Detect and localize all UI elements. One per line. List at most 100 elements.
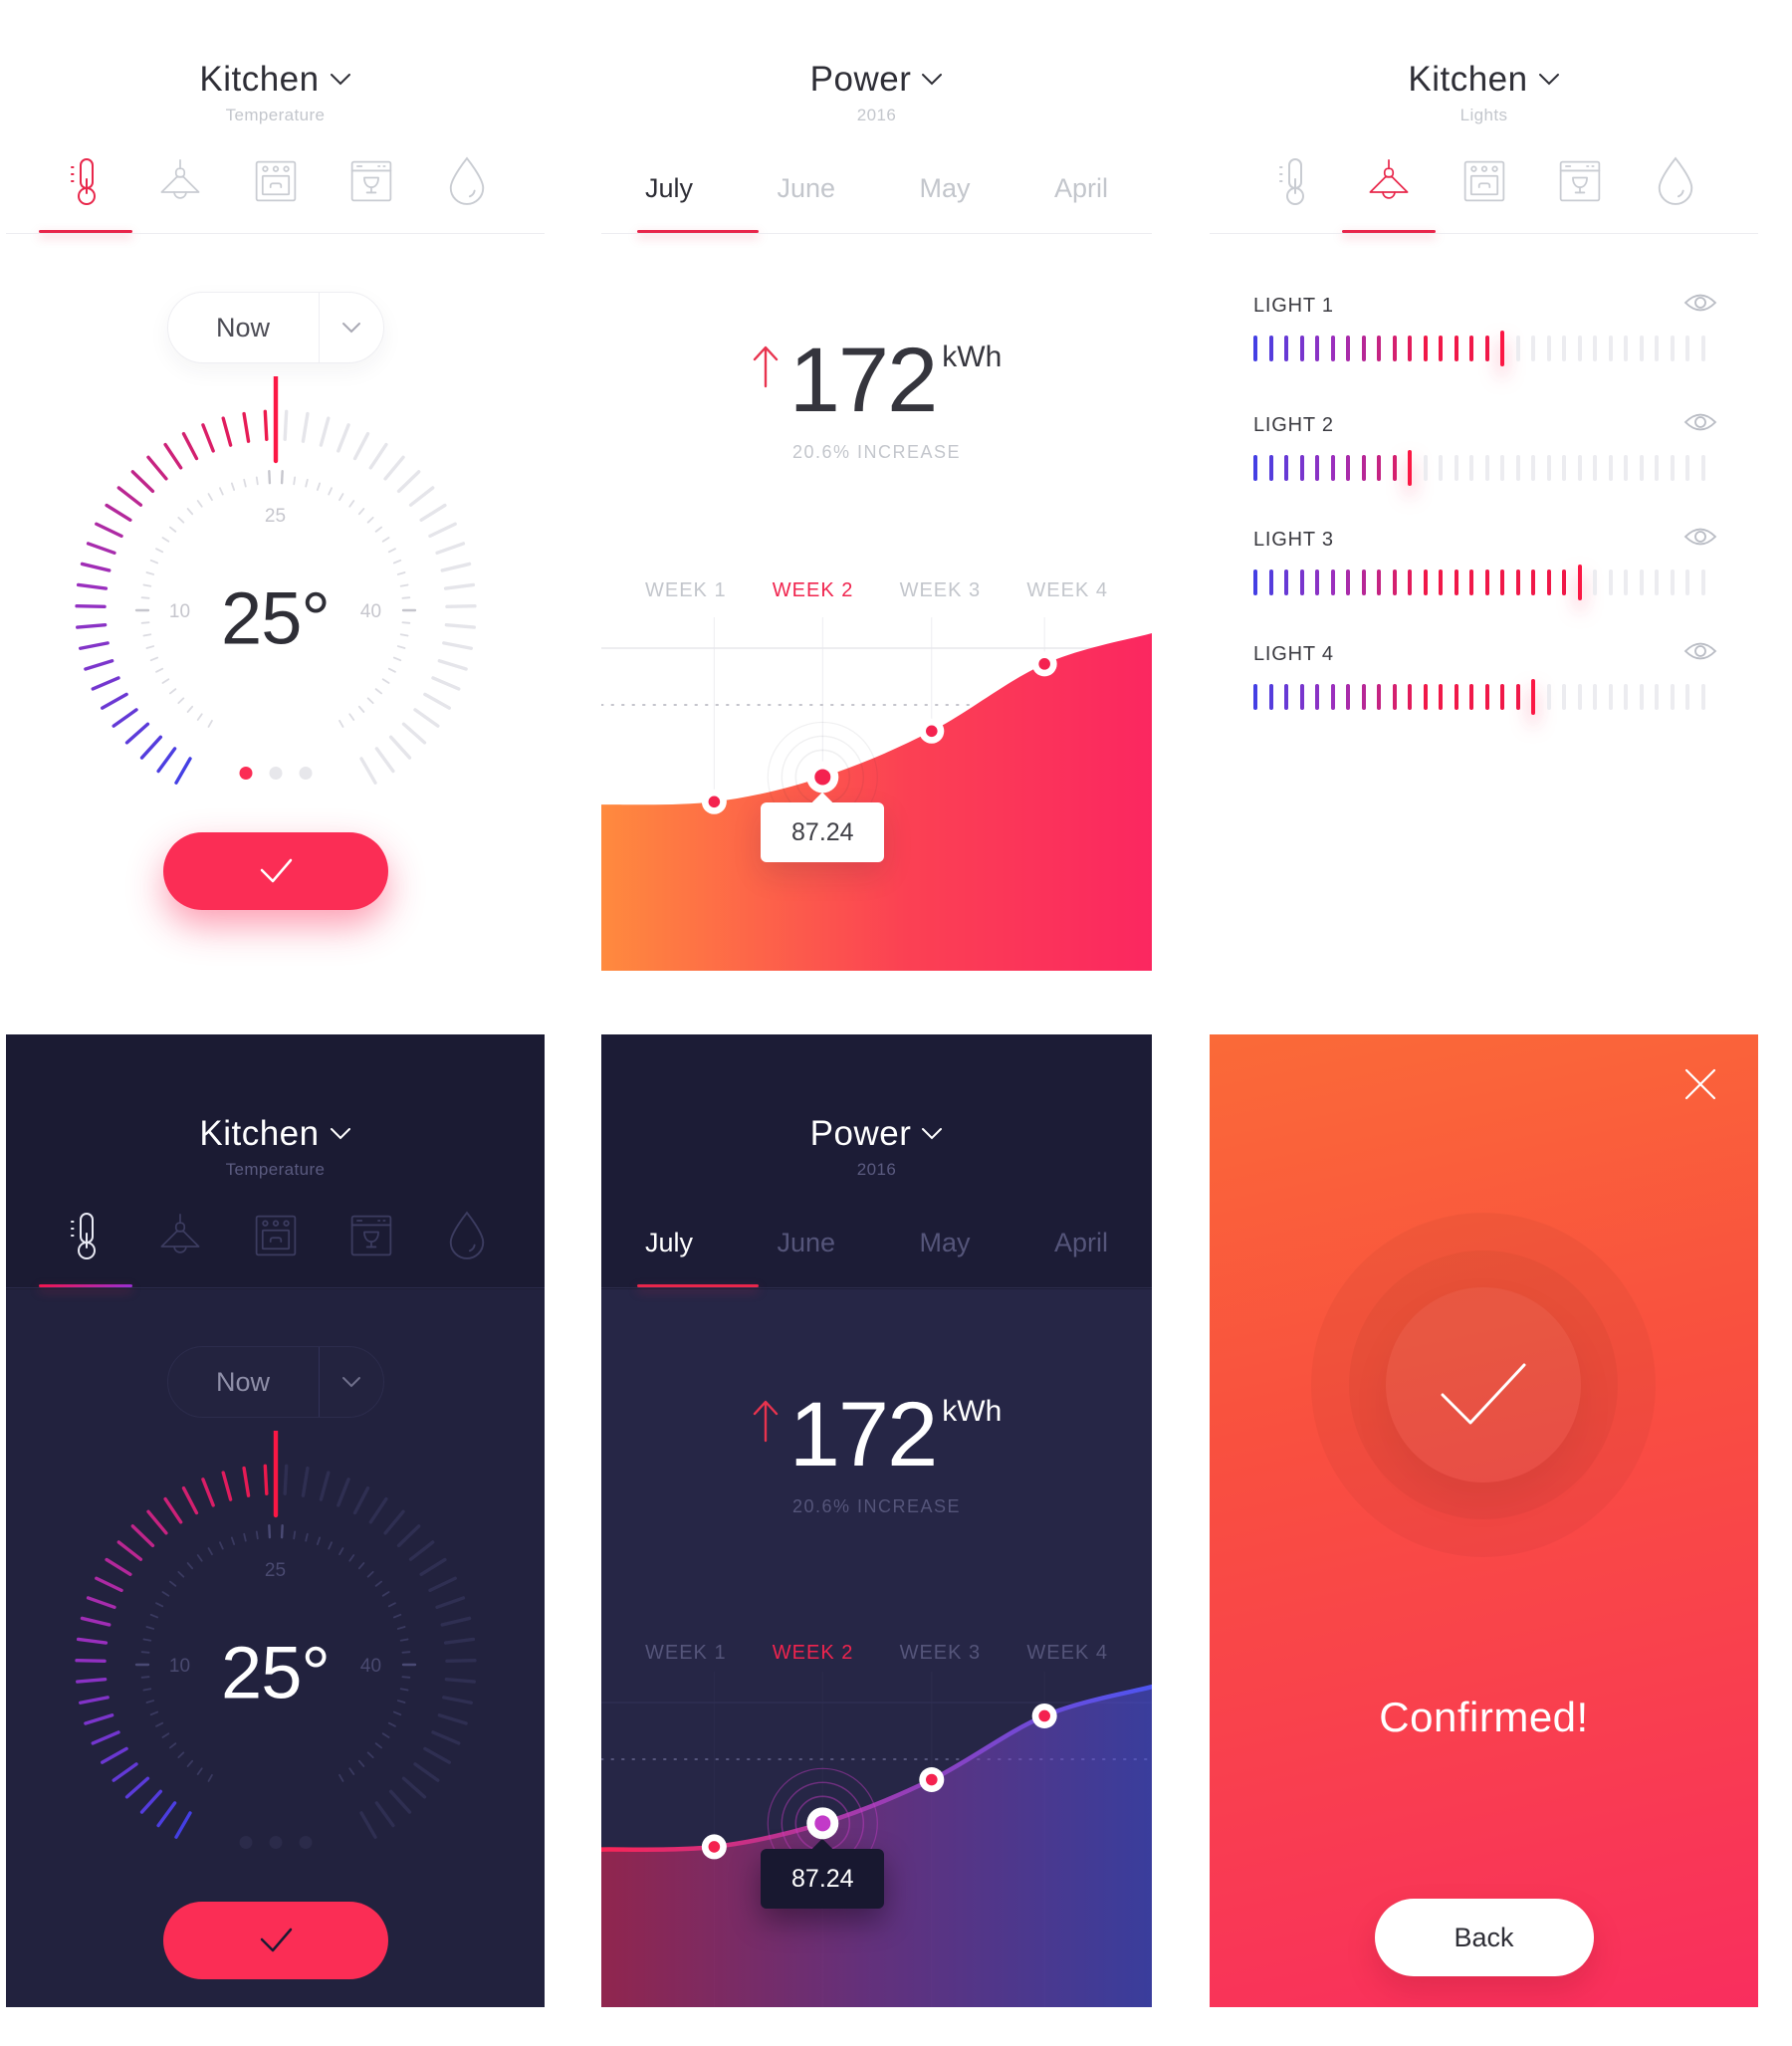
power-area-chart[interactable]: [601, 617, 1152, 971]
brightness-slider[interactable]: [1253, 677, 1705, 717]
drop-icon[interactable]: [1654, 155, 1697, 207]
active-tab-underline: [1342, 230, 1436, 233]
back-button[interactable]: Back: [1374, 1899, 1594, 1976]
power-area-chart[interactable]: [601, 1672, 1152, 2007]
lamp-icon[interactable]: [158, 155, 202, 207]
oven-icon[interactable]: [254, 1210, 298, 1261]
chart-point-week-4[interactable]: [1031, 651, 1057, 677]
eye-icon[interactable]: [1682, 639, 1718, 668]
eye-icon[interactable]: [1682, 410, 1718, 439]
time-selector[interactable]: Now: [166, 1346, 384, 1418]
tab-month-may[interactable]: May: [919, 173, 971, 203]
slider-tick: [1593, 684, 1597, 710]
dishwasher-icon[interactable]: [349, 1210, 393, 1261]
screen-confirmed: Confirmed! Back: [1210, 1034, 1758, 2007]
confirm-button[interactable]: [162, 1902, 388, 1979]
slider-tick: [1299, 455, 1304, 481]
slider-tick: [1268, 336, 1273, 361]
slider-tick: [1408, 684, 1412, 710]
brightness-slider[interactable]: [1253, 329, 1705, 368]
eye-icon[interactable]: [1682, 525, 1718, 554]
page-dot-1[interactable]: [239, 767, 252, 780]
page-dot-2[interactable]: [269, 767, 282, 780]
chart-point-week-4[interactable]: [1031, 1703, 1057, 1728]
chart-point-week-1[interactable]: [701, 1834, 727, 1860]
chevron-down-icon: [922, 1128, 943, 1140]
page-dot-1[interactable]: [239, 1836, 252, 1849]
arrow-up-icon: [753, 345, 778, 388]
slider-tick: [1500, 569, 1504, 595]
tab-week-1[interactable]: WEEK 1: [645, 1642, 727, 1664]
slider-tick: [1346, 336, 1350, 361]
slider-tick: [1284, 569, 1288, 595]
tab-month-april[interactable]: April: [1053, 1228, 1108, 1257]
page-dots[interactable]: [239, 767, 312, 780]
slider-tick: [1531, 455, 1535, 481]
slider-tick: [1268, 455, 1273, 481]
slider-tick: [1346, 569, 1350, 595]
tab-week-4[interactable]: WEEK 4: [1026, 1642, 1108, 1664]
page-dot-3[interactable]: [299, 1836, 312, 1849]
light-label: LIGHT 3: [1253, 529, 1334, 551]
page-subtitle: 2016: [856, 1160, 897, 1179]
lamp-icon[interactable]: [1367, 155, 1411, 207]
tab-week-3[interactable]: WEEK 3: [899, 579, 982, 601]
drop-icon[interactable]: [445, 1210, 489, 1261]
oven-icon[interactable]: [254, 155, 298, 207]
tab-month-april[interactable]: April: [1053, 173, 1108, 203]
slider-tick: [1253, 684, 1257, 710]
close-icon[interactable]: [1680, 1064, 1720, 1104]
chart-point-week-3[interactable]: [919, 1767, 945, 1793]
dishwasher-icon[interactable]: [1558, 155, 1602, 207]
tab-week-2[interactable]: WEEK 2: [772, 579, 854, 601]
thermometer-icon[interactable]: [63, 155, 107, 207]
lamp-icon[interactable]: [158, 1210, 202, 1261]
chart-point-week-1[interactable]: [701, 789, 727, 814]
slider-tick: [1500, 331, 1504, 366]
tab-month-june[interactable]: June: [777, 1228, 836, 1257]
tab-month-june[interactable]: June: [777, 173, 836, 203]
slider-tick: [1639, 336, 1644, 361]
check-icon: [260, 858, 292, 883]
dishwasher-icon[interactable]: [349, 155, 393, 207]
page-title[interactable]: Power: [601, 1114, 1152, 1154]
tab-week-4[interactable]: WEEK 4: [1026, 579, 1108, 601]
tab-month-july[interactable]: July: [645, 1228, 694, 1257]
slider-tick: [1253, 455, 1257, 481]
tab-month-may[interactable]: May: [919, 1228, 971, 1257]
thermostat-dial[interactable]: 10 25 40 25°: [42, 1431, 510, 1899]
thermometer-icon[interactable]: [63, 1210, 107, 1261]
tab-week-3[interactable]: WEEK 3: [899, 1642, 982, 1664]
dial-min-label: 10: [168, 1656, 191, 1677]
chart-point-week-3[interactable]: [919, 718, 945, 744]
tab-week-2[interactable]: WEEK 2: [772, 1642, 854, 1664]
header-background: [6, 1034, 545, 1289]
drop-icon[interactable]: [445, 155, 489, 207]
page-title[interactable]: Kitchen: [1210, 60, 1758, 100]
page-title[interactable]: Kitchen: [6, 1114, 545, 1154]
chevron-down-icon[interactable]: [320, 322, 383, 334]
oven-icon[interactable]: [1462, 155, 1506, 207]
tab-week-1[interactable]: WEEK 1: [645, 579, 727, 601]
time-selector[interactable]: Now: [166, 292, 384, 363]
tab-month-july[interactable]: July: [645, 173, 694, 203]
page-title[interactable]: Power: [601, 60, 1152, 100]
page-title[interactable]: Kitchen: [6, 60, 545, 100]
light-row: LIGHT 4: [1253, 642, 1718, 715]
slider-tick: [1624, 455, 1628, 481]
eye-icon[interactable]: [1682, 291, 1718, 320]
page-dots[interactable]: [239, 1836, 312, 1849]
slider-tick: [1562, 455, 1566, 481]
thermometer-icon[interactable]: [1271, 155, 1315, 207]
brightness-slider[interactable]: [1253, 448, 1705, 488]
header-divider: [601, 1287, 1152, 1288]
chevron-down-icon[interactable]: [320, 1376, 383, 1388]
confirm-button[interactable]: [162, 832, 388, 910]
page-dot-2[interactable]: [269, 1836, 282, 1849]
light-row: LIGHT 3: [1253, 528, 1718, 600]
slider-tick: [1392, 336, 1397, 361]
thermostat-dial[interactable]: 10 25 40 25°: [42, 376, 510, 844]
brightness-slider[interactable]: [1253, 563, 1705, 602]
page-dot-3[interactable]: [299, 767, 312, 780]
slider-tick: [1284, 336, 1288, 361]
